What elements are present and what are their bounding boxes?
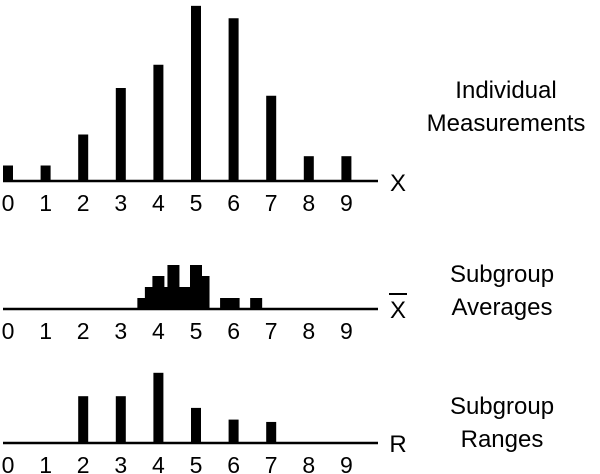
panel-1-bar — [40, 165, 51, 181]
panel-2-tick-label: 6 — [227, 318, 240, 344]
panel-1-bar — [78, 134, 89, 181]
panel-3-bar — [78, 396, 89, 443]
panel-3-tick-label: 8 — [302, 452, 315, 474]
panel-2-tick-label: 9 — [340, 318, 353, 344]
panel-2-tick-label: 7 — [265, 318, 278, 344]
panel-2-label-line: Averages — [452, 294, 553, 321]
panel-2-bar — [137, 298, 150, 309]
panel-3-tick-label: 1 — [39, 452, 52, 474]
panel-1-tick-label: 3 — [114, 190, 127, 216]
panel-1-bar — [228, 18, 239, 181]
panel-3-axis-symbol: R — [389, 431, 406, 458]
panel-1-bar — [303, 156, 314, 181]
panel-1-tick-label: 0 — [2, 190, 15, 216]
panel-3-bar — [115, 396, 126, 443]
panel-2-tick-label: 3 — [114, 318, 127, 344]
panel-1-bar — [115, 88, 126, 181]
panel-3-tick-label: 5 — [190, 452, 203, 474]
panel-2-tick-label: 5 — [190, 318, 203, 344]
panel-2-tick-label: 2 — [77, 318, 90, 344]
panel-3-label-line: Ranges — [461, 426, 544, 453]
panel-2-tick-label: 8 — [302, 318, 315, 344]
panel-2-tick-label: 4 — [152, 318, 165, 344]
panel-1-tick-label: 7 — [265, 190, 278, 216]
panel-2-tick-label: 1 — [39, 318, 52, 344]
panel-1-tick-label: 6 — [227, 190, 240, 216]
panel-3-bar — [266, 421, 277, 443]
panel-1-label-line: Individual — [455, 77, 556, 104]
panel-3-tick-label: 9 — [340, 452, 353, 474]
panel-3-bar — [228, 419, 239, 443]
panel-3-tick-label: 2 — [77, 452, 90, 474]
panel-2-axis-symbol: X — [390, 297, 406, 324]
panel-1-tick-label: 9 — [340, 190, 353, 216]
panel-1-bar — [191, 5, 201, 181]
panel-1-tick-label: 8 — [302, 190, 315, 216]
panel-1-label-line: Measurements — [427, 110, 586, 137]
panel-1-axis-symbol: X — [390, 170, 406, 197]
panel-2-bar — [227, 298, 240, 309]
panel-1-bar — [3, 165, 13, 181]
panel-1-bar — [153, 64, 164, 181]
panel-2-bar — [197, 276, 210, 309]
panel-3-bar — [191, 407, 201, 443]
panel-3-tick-label: 4 — [152, 452, 165, 474]
panel-2-label-line: Subgroup — [450, 261, 554, 288]
panel-2-bar — [220, 298, 233, 309]
panel-1-tick-label: 1 — [39, 190, 52, 216]
panel-3-label-line: Subgroup — [450, 393, 554, 420]
panel-3-tick-label: 7 — [265, 452, 278, 474]
panel-1-tick-label: 4 — [152, 190, 165, 216]
panel-2-bar — [250, 298, 263, 309]
panel-3-bar — [153, 372, 164, 443]
panel-1-bar — [266, 95, 277, 181]
panel-3-tick-label: 3 — [114, 452, 127, 474]
panel-1-tick-label: 2 — [77, 190, 90, 216]
panel-2-tick-label: 0 — [2, 318, 15, 344]
panel-3-tick-label: 6 — [227, 452, 240, 474]
panel-3-tick-label: 0 — [2, 452, 15, 474]
panel-1-bar — [341, 156, 352, 181]
panel-1-tick-label: 5 — [190, 190, 203, 216]
